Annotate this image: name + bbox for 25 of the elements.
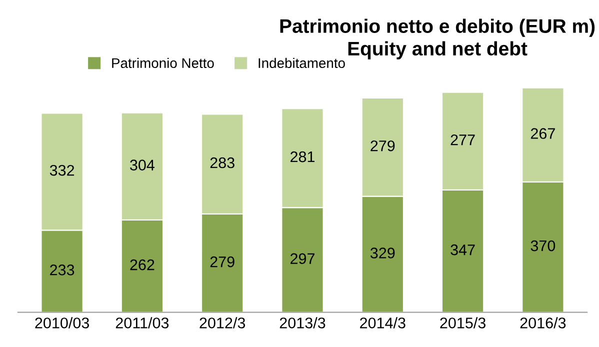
x-tick-label: 2016/3	[520, 317, 566, 328]
x-tick-label: 2012/3	[200, 317, 246, 328]
x-tick-label: 2011/03	[116, 317, 169, 328]
data-label: 262	[130, 259, 154, 270]
chart-subtitle: Equity and net debt	[348, 41, 528, 60]
data-label: 297	[290, 253, 314, 264]
data-label: 267	[530, 128, 555, 139]
x-tick-label: 2013/3	[280, 317, 326, 328]
data-label: 233	[50, 264, 74, 276]
data-label: 277	[450, 134, 475, 146]
data-label: 279	[370, 140, 395, 152]
data-label: 304	[130, 160, 154, 170]
data-label: 279	[210, 256, 234, 268]
chart-title: Patrimonio netto e debito (EUR m)	[280, 18, 595, 37]
data-label: 281	[290, 151, 314, 162]
data-label: 329	[370, 248, 395, 258]
x-tick-label: 2010/03	[35, 317, 89, 328]
x-tick-label: 2015/3	[440, 317, 486, 328]
legend-label: Patrimonio Netto	[112, 58, 214, 68]
data-label: 332	[50, 164, 74, 176]
legend-label: Indebitamento	[258, 58, 345, 68]
data-label: 283	[210, 157, 234, 168]
data-label: 347	[450, 244, 475, 256]
x-tick-label: 2014/3	[360, 317, 406, 328]
data-label: 370	[530, 240, 556, 252]
